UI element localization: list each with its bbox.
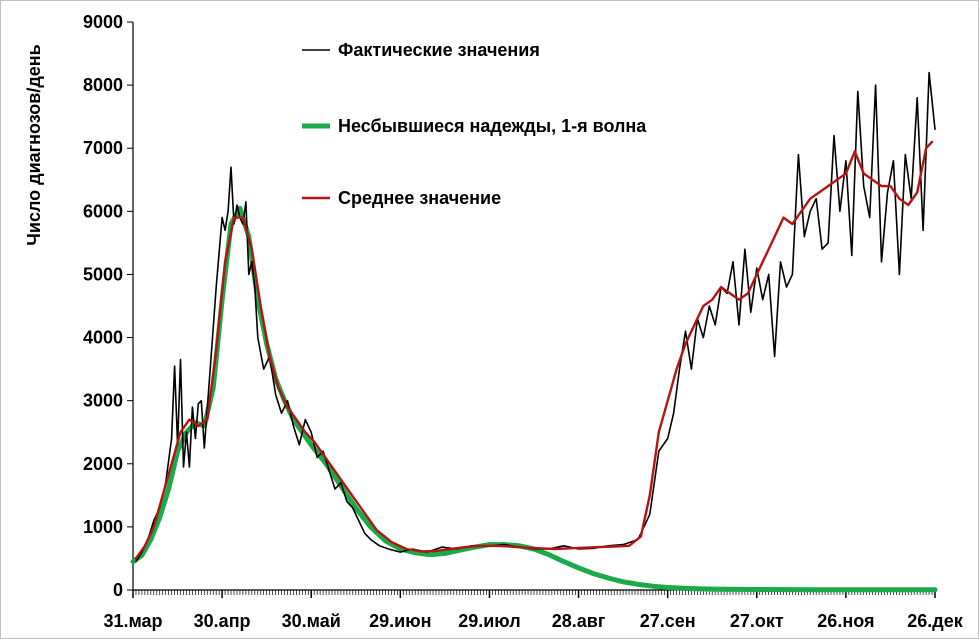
y-tick-label: 8000 [83, 75, 123, 95]
x-tick-label: 28.авг [552, 611, 606, 631]
y-tick-label: 1000 [83, 517, 123, 537]
legend: Фактические значения Несбывшиеся надежды,… [302, 40, 647, 208]
series-layer [130, 71, 938, 593]
x-tick-label: 27.сен [640, 611, 696, 631]
y-tick-label: 5000 [83, 264, 123, 284]
y-tick-label: 4000 [83, 328, 123, 348]
x-tick-label: 27.окт [730, 611, 784, 631]
x-tick-label: 29.июн [369, 611, 431, 631]
y-tick-label: 9000 [83, 12, 123, 32]
y-tick-label: 2000 [83, 454, 123, 474]
y-axis-title: Число диагнозов/день [24, 44, 44, 245]
x-tick-label: 26.дек [907, 611, 963, 631]
x-tick-label: 30.май [282, 611, 341, 631]
legend-entry-actual-label: Фактические значения [338, 40, 540, 60]
x-tick-label: 30.апр [194, 611, 251, 631]
x-tick-label: 31.мар [103, 611, 162, 631]
series-average-line [134, 140, 934, 560]
y-tick-label: 6000 [83, 201, 123, 221]
y-tick-label: 3000 [83, 391, 123, 411]
axes: 0 1000 2000 3000 4000 5000 6000 7000 8000 9000 31.… [83, 12, 964, 631]
legend-entry-average-label: Среднее значение [338, 188, 501, 208]
x-tick-label: 29.июл [458, 611, 520, 631]
y-tick-label: 0 [113, 580, 123, 600]
y-tick-label: 7000 [83, 138, 123, 158]
legend-entry-hope-label: Несбывшиеся надежды, 1-я волна [338, 116, 647, 136]
x-tick-label: 26.ноя [817, 611, 874, 631]
